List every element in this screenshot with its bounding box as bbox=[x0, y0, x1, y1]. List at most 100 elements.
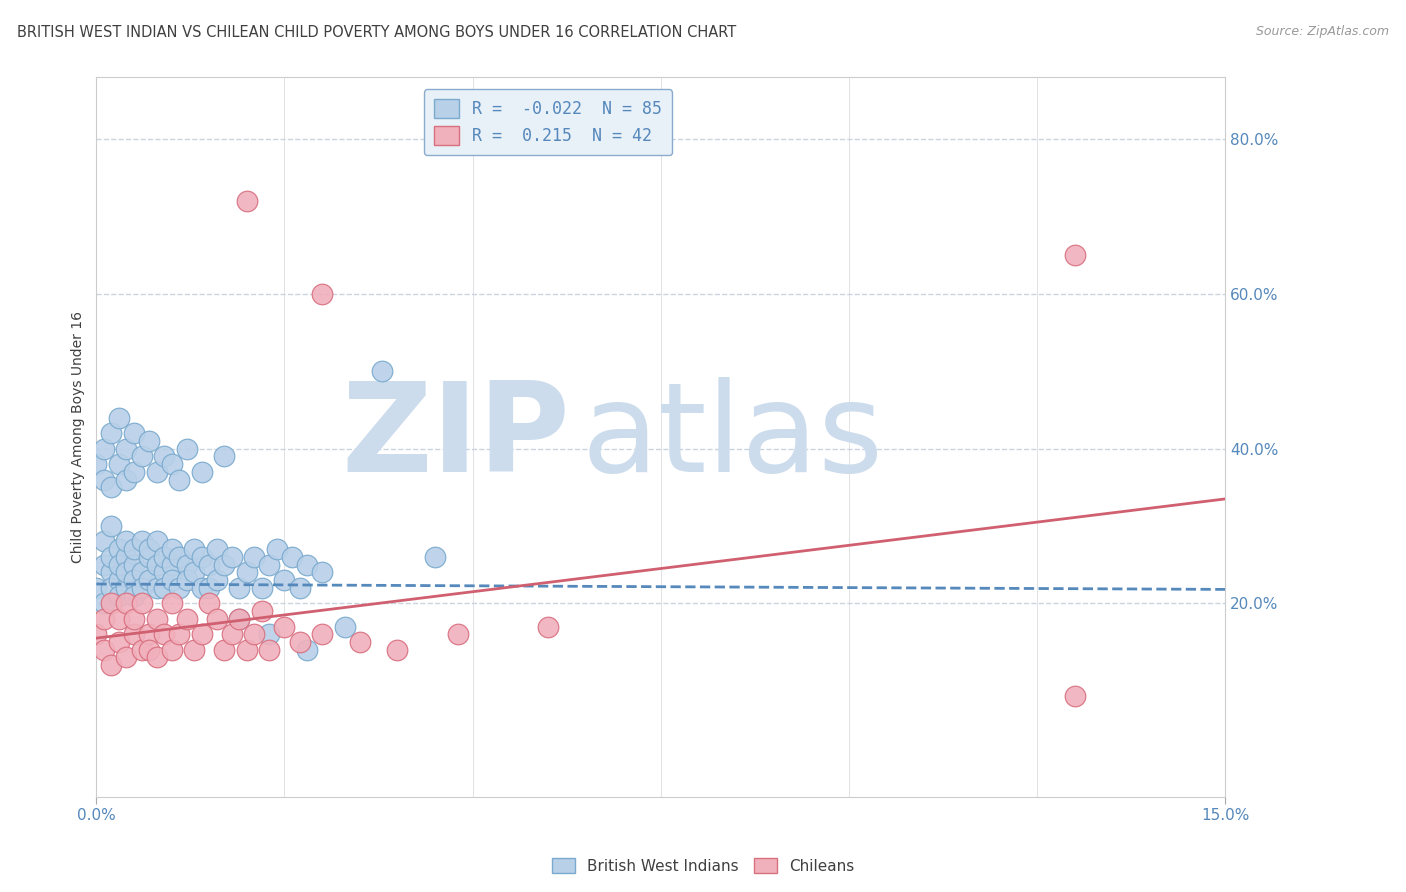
Point bbox=[190, 549, 212, 564]
Point bbox=[259, 627, 281, 641]
Point bbox=[108, 542, 131, 557]
Point bbox=[131, 450, 153, 464]
Point bbox=[266, 542, 288, 557]
Point bbox=[288, 581, 311, 595]
Point bbox=[93, 596, 115, 610]
Point bbox=[228, 581, 250, 595]
Point bbox=[205, 542, 228, 557]
Point bbox=[205, 573, 228, 587]
Point bbox=[115, 442, 138, 456]
Point bbox=[93, 642, 115, 657]
Point bbox=[145, 465, 167, 479]
Point bbox=[228, 612, 250, 626]
Point bbox=[214, 450, 236, 464]
Point bbox=[122, 426, 145, 441]
Point bbox=[537, 619, 560, 633]
Text: atlas: atlas bbox=[582, 376, 884, 498]
Point bbox=[122, 558, 145, 572]
Point bbox=[138, 642, 160, 657]
Point bbox=[259, 558, 281, 572]
Point bbox=[333, 619, 356, 633]
Point bbox=[86, 457, 108, 471]
Point bbox=[243, 627, 266, 641]
Point bbox=[176, 442, 198, 456]
Legend: British West Indians, Chileans: British West Indians, Chileans bbox=[546, 852, 860, 880]
Point bbox=[131, 566, 153, 580]
Point bbox=[176, 573, 198, 587]
Point bbox=[100, 480, 122, 494]
Point bbox=[236, 194, 259, 209]
Point bbox=[221, 549, 243, 564]
Point bbox=[93, 534, 115, 549]
Point bbox=[153, 450, 176, 464]
Point bbox=[236, 642, 259, 657]
Point bbox=[273, 619, 295, 633]
Point bbox=[131, 534, 153, 549]
Point bbox=[198, 558, 221, 572]
Point bbox=[100, 596, 122, 610]
Point bbox=[122, 573, 145, 587]
Point bbox=[190, 465, 212, 479]
Point bbox=[221, 627, 243, 641]
Point bbox=[131, 596, 153, 610]
Point bbox=[167, 473, 190, 487]
Point bbox=[115, 534, 138, 549]
Point bbox=[228, 612, 250, 626]
Point bbox=[115, 596, 138, 610]
Point bbox=[122, 627, 145, 641]
Point bbox=[259, 642, 281, 657]
Point bbox=[115, 581, 138, 595]
Point bbox=[183, 542, 205, 557]
Point bbox=[160, 542, 183, 557]
Point bbox=[100, 426, 122, 441]
Point bbox=[273, 573, 295, 587]
Point bbox=[183, 642, 205, 657]
Point bbox=[423, 549, 446, 564]
Point bbox=[122, 589, 145, 603]
Point bbox=[100, 519, 122, 533]
Point bbox=[115, 566, 138, 580]
Point bbox=[190, 627, 212, 641]
Point bbox=[108, 573, 131, 587]
Point bbox=[214, 558, 236, 572]
Point bbox=[176, 558, 198, 572]
Point bbox=[122, 465, 145, 479]
Point bbox=[167, 581, 190, 595]
Point bbox=[86, 581, 108, 595]
Point bbox=[160, 558, 183, 572]
Point bbox=[250, 604, 273, 618]
Point bbox=[153, 549, 176, 564]
Point bbox=[131, 642, 153, 657]
Point bbox=[205, 612, 228, 626]
Point bbox=[100, 566, 122, 580]
Point bbox=[198, 581, 221, 595]
Point bbox=[176, 612, 198, 626]
Point bbox=[122, 612, 145, 626]
Text: BRITISH WEST INDIAN VS CHILEAN CHILD POVERTY AMONG BOYS UNDER 16 CORRELATION CHA: BRITISH WEST INDIAN VS CHILEAN CHILD POV… bbox=[17, 25, 737, 40]
Point bbox=[1063, 689, 1085, 703]
Point bbox=[138, 549, 160, 564]
Point bbox=[1063, 248, 1085, 262]
Point bbox=[145, 534, 167, 549]
Point bbox=[281, 549, 304, 564]
Point bbox=[138, 434, 160, 448]
Point bbox=[115, 473, 138, 487]
Point bbox=[108, 612, 131, 626]
Legend: R =  -0.022  N = 85, R =  0.215  N = 42: R = -0.022 N = 85, R = 0.215 N = 42 bbox=[423, 89, 672, 155]
Point bbox=[145, 650, 167, 665]
Point bbox=[93, 473, 115, 487]
Point bbox=[295, 558, 318, 572]
Point bbox=[108, 558, 131, 572]
Point bbox=[250, 581, 273, 595]
Point bbox=[160, 596, 183, 610]
Point bbox=[93, 442, 115, 456]
Point bbox=[387, 642, 409, 657]
Point bbox=[371, 364, 394, 378]
Point bbox=[311, 566, 333, 580]
Point bbox=[138, 542, 160, 557]
Point bbox=[167, 549, 190, 564]
Point bbox=[93, 558, 115, 572]
Point bbox=[115, 549, 138, 564]
Point bbox=[122, 542, 145, 557]
Point bbox=[160, 642, 183, 657]
